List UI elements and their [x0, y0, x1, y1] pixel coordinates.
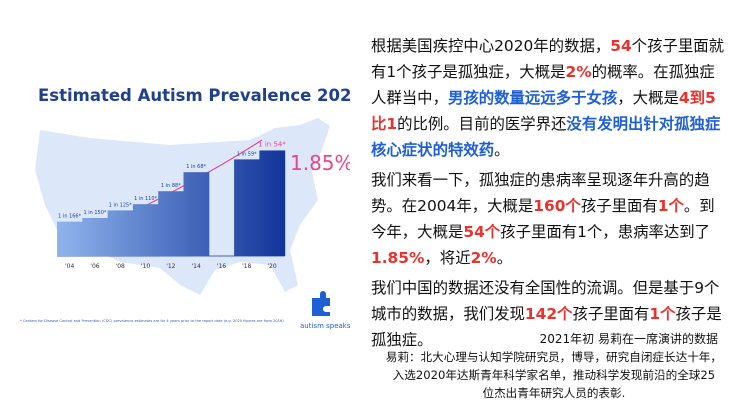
- text-segment: 54: [610, 37, 632, 55]
- text-segment: 160个: [533, 197, 581, 215]
- x-tick-label: '12: [166, 263, 175, 270]
- step: [259, 150, 286, 256]
- text-segment: ，大概是: [617, 89, 679, 107]
- x-tick-label: '16: [217, 263, 226, 270]
- value-label: 1 in 125*: [109, 202, 132, 208]
- bio-line: 入选2020年达斯青年科学家名单，推动科学发现前沿的全球25: [392, 368, 716, 382]
- logo-icon: [312, 291, 330, 316]
- step: [183, 172, 210, 256]
- value-label: 1 in 110*: [134, 196, 157, 202]
- text-segment: 个孩子里面就有1个孩子是孤独症，大概是: [371, 37, 725, 81]
- value-label: 1 in 88*: [161, 183, 181, 189]
- paragraph: 根据美国疾控中心2020年的数据，54个孩子里面就有1个孩子是孤独症，大概是2%…: [371, 33, 727, 163]
- body-text: 根据美国疾控中心2020年的数据，54个孩子里面就有1个孩子是孤独症，大概是2%…: [371, 33, 727, 357]
- chart: Estimated Autism Prevalence 2020 1.85% *…: [20, 86, 350, 330]
- paragraph: 我们来看一下，孤独症的患病率呈现逐年升高的趋势。在2004年，大概是160个孩子…: [371, 167, 727, 271]
- value-label: 1 in 54*: [258, 140, 286, 148]
- text-segment: 孩子里面有1个，患病率达到了: [500, 223, 711, 241]
- value-label: 1 in 68*: [186, 164, 206, 170]
- footnote: * Centers for Disease Control and Preven…: [20, 319, 284, 323]
- text-segment: 2%: [470, 249, 497, 267]
- annotation: 1.85%: [290, 151, 350, 175]
- text-segment: 54个: [463, 223, 501, 241]
- text-segment: 没有发明出针对孤独症核心症状的特效药: [371, 115, 721, 159]
- x-tick-label: '14: [192, 263, 201, 270]
- text-segment: 我们中国的数据还没有全国性的流调。但是基于9个城市的数据，我们发现: [371, 279, 720, 323]
- text-segment: 的概率。在孤独症人群当中，: [371, 63, 715, 107]
- text-segment: 的比例。目前的医学界还: [397, 115, 567, 133]
- x-tick-label: '20: [267, 263, 276, 270]
- text-segment: 我们来看一下，孤独症的患病率呈现逐年升高的趋势。在2004年，大概是: [371, 171, 710, 215]
- text-segment: 。: [494, 141, 510, 159]
- bio-line: 位杰出青年研究人员的表彰.: [482, 386, 626, 400]
- step: [158, 191, 184, 256]
- step: [57, 221, 83, 256]
- text-segment: 孩子是孤独症。: [371, 305, 722, 349]
- chart-title: Estimated Autism Prevalence 2020: [38, 86, 350, 105]
- text-segment: 根据美国疾控中心2020年的数据，: [371, 37, 611, 55]
- logo-text: autism speaks: [300, 322, 350, 330]
- text-segment: 4到5比1: [371, 89, 716, 133]
- step: [107, 210, 134, 256]
- text-segment: 孩子里面有: [580, 197, 658, 215]
- text-segment: 孩子里面有: [572, 305, 650, 323]
- x-tick-label: '18: [242, 263, 251, 270]
- x-tick-label: '04: [65, 263, 74, 270]
- x-tick-label: '10: [141, 263, 150, 270]
- text-segment: 男孩的数量远远多于女孩: [447, 89, 618, 107]
- source: 2021年初 易莉在一席演讲的数据: [539, 332, 718, 346]
- text-segment: 1个: [657, 197, 684, 215]
- bio: 易莉：北大心理与认知学院研究员，博导，研究自闭症长达十年， 入选2020年达斯青年…: [386, 348, 722, 402]
- text-segment: 142个: [524, 305, 573, 323]
- text-segment: 。: [496, 249, 513, 267]
- text-segment: ，将近: [424, 249, 471, 267]
- step: [234, 159, 260, 256]
- text-segment: 。到今年，大概是: [371, 197, 715, 241]
- x-tick-label: '06: [90, 263, 99, 270]
- value-label: 1 in 150*: [83, 210, 106, 216]
- value-label: 1 in 59*: [237, 151, 257, 157]
- paragraph: 我们中国的数据还没有全国性的流调。但是基于9个城市的数据，我们发现142个孩子里…: [371, 275, 727, 353]
- step: [82, 218, 109, 256]
- text-segment: 1.85%: [371, 249, 425, 267]
- text-segment: 1个: [649, 305, 676, 323]
- bio-line: 易莉：北大心理与认知学院研究员，博导，研究自闭症长达十年，: [385, 350, 722, 364]
- x-tick-label: '08: [116, 263, 125, 270]
- step: [132, 204, 159, 256]
- text-segment: 2%: [565, 63, 592, 81]
- value-label: 1 in 166*: [58, 214, 81, 220]
